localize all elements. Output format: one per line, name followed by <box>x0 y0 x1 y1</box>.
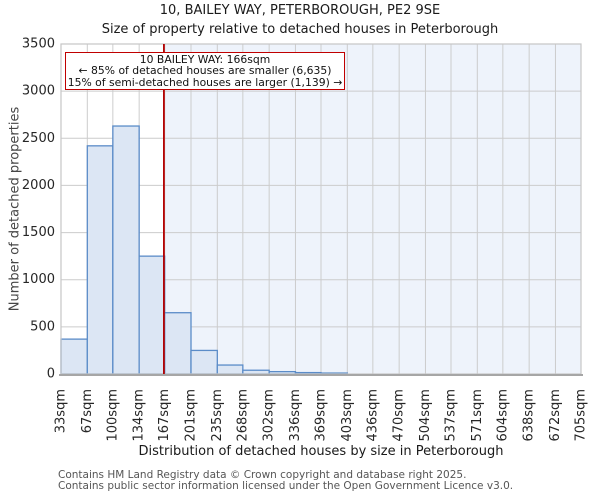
histogram-bar <box>216 364 244 375</box>
x-tick-label: 604sqm <box>495 389 510 442</box>
annotation-line-address: 10 BAILEY WAY: 166sqm <box>139 52 271 66</box>
footer: Contains HM Land Registry data © Crown c… <box>58 470 513 492</box>
histogram-bar <box>190 349 218 375</box>
x-tick-label: 134sqm <box>132 389 147 442</box>
footer-line-2: Contains public sector information licen… <box>58 479 514 492</box>
x-axis-title: Distribution of detached houses by size … <box>138 444 504 459</box>
x-tick-label: 672sqm <box>548 389 563 442</box>
y-tick-label: 2000 <box>22 178 55 193</box>
y-tick-label: 1500 <box>22 225 55 240</box>
x-tick-label: 638sqm <box>522 389 537 442</box>
x-tick-label: 336sqm <box>288 389 303 442</box>
annotation-box: 10 BAILEY WAY: 166sqm ← 85% of detached … <box>65 52 345 90</box>
x-tick-label: 302sqm <box>262 389 277 442</box>
x-tick-label: 571sqm <box>470 389 485 442</box>
histogram-bar <box>112 125 140 375</box>
x-tick-label: 201sqm <box>184 389 199 442</box>
histogram-bar <box>138 255 166 375</box>
x-tick-label: 705sqm <box>574 389 589 442</box>
x-tick-label: 504sqm <box>418 389 433 442</box>
x-tick-label: 235sqm <box>210 389 225 442</box>
histogram-bar <box>164 312 192 375</box>
histogram-bar <box>60 338 88 375</box>
histogram-bar <box>86 145 114 375</box>
x-tick-label: 436sqm <box>365 389 380 442</box>
y-tick-label: 2500 <box>22 131 55 146</box>
y-tick-label: 1000 <box>22 272 55 287</box>
x-tick-label: 67sqm <box>80 389 95 433</box>
y-tick-label: 500 <box>30 319 55 334</box>
x-tick-label: 369sqm <box>314 389 329 442</box>
annotation-line-smaller: ← 85% of detached houses are smaller (6,… <box>78 64 332 78</box>
x-tick-label: 100sqm <box>105 389 120 442</box>
x-tick-label: 33sqm <box>54 389 69 433</box>
x-tick-label: 403sqm <box>340 389 355 442</box>
y-tick-label: 3500 <box>22 37 55 52</box>
annotation-line-larger: 15% of semi-detached houses are larger (… <box>67 75 343 89</box>
x-tick-label: 470sqm <box>392 389 407 442</box>
chart-title: 10, BAILEY WAY, PETERBOROUGH, PE2 9SE <box>159 3 441 18</box>
y-tick-label: 3000 <box>22 84 55 99</box>
x-tick-label: 268sqm <box>235 389 250 442</box>
chart-subtitle: Size of property relative to detached ho… <box>101 22 499 37</box>
x-tick-label: 537sqm <box>444 389 459 442</box>
y-axis-title: Number of detached properties <box>8 107 23 312</box>
y-tick-label: 0 <box>47 367 55 382</box>
footer-line-1: Contains HM Land Registry data © Crown c… <box>58 469 467 481</box>
x-tick-label: 167sqm <box>157 389 172 442</box>
